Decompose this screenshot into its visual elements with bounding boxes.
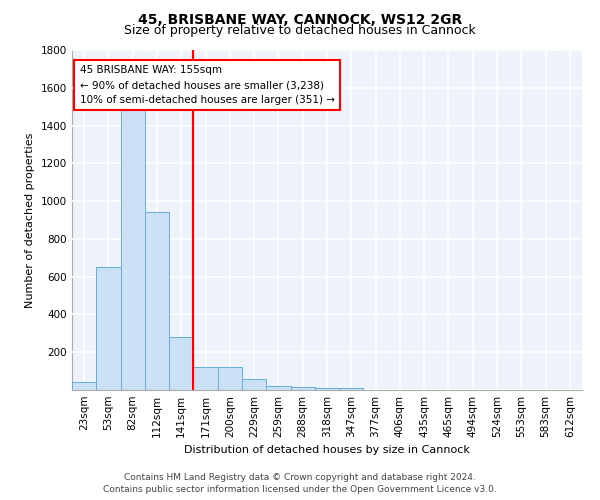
Text: 45, BRISBANE WAY, CANNOCK, WS12 2GR: 45, BRISBANE WAY, CANNOCK, WS12 2GR (138, 12, 462, 26)
Text: Contains HM Land Registry data © Crown copyright and database right 2024.
Contai: Contains HM Land Registry data © Crown c… (103, 472, 497, 494)
Bar (96, 267, 121, 390)
Bar (266, 386, 290, 390)
Y-axis label: Number of detached properties: Number of detached properties (25, 132, 35, 308)
Bar (315, 388, 339, 390)
Bar (169, 337, 193, 390)
Bar (315, 388, 339, 390)
Bar (145, 212, 169, 390)
Bar (242, 378, 266, 390)
X-axis label: Distribution of detached houses by size in Cannock: Distribution of detached houses by size … (184, 446, 470, 456)
Text: 45 BRISBANE WAY: 155sqm
← 90% of detached houses are smaller (3,238)
10% of semi: 45 BRISBANE WAY: 155sqm ← 90% of detache… (80, 66, 335, 105)
Text: Size of property relative to detached houses in Cannock: Size of property relative to detached ho… (124, 24, 476, 37)
Bar (193, 368, 218, 390)
Bar (218, 368, 242, 390)
Bar (96, 267, 121, 390)
Bar (242, 378, 266, 390)
Bar (121, 110, 145, 390)
Bar (72, 382, 96, 390)
Bar (339, 388, 364, 390)
Bar (193, 368, 218, 390)
Bar (145, 212, 169, 390)
Bar (121, 110, 145, 390)
Bar (290, 387, 315, 390)
Bar (218, 368, 242, 390)
Bar (72, 382, 96, 390)
Bar (290, 387, 315, 390)
Bar (266, 386, 290, 390)
Bar (169, 337, 193, 390)
Bar (339, 388, 364, 390)
